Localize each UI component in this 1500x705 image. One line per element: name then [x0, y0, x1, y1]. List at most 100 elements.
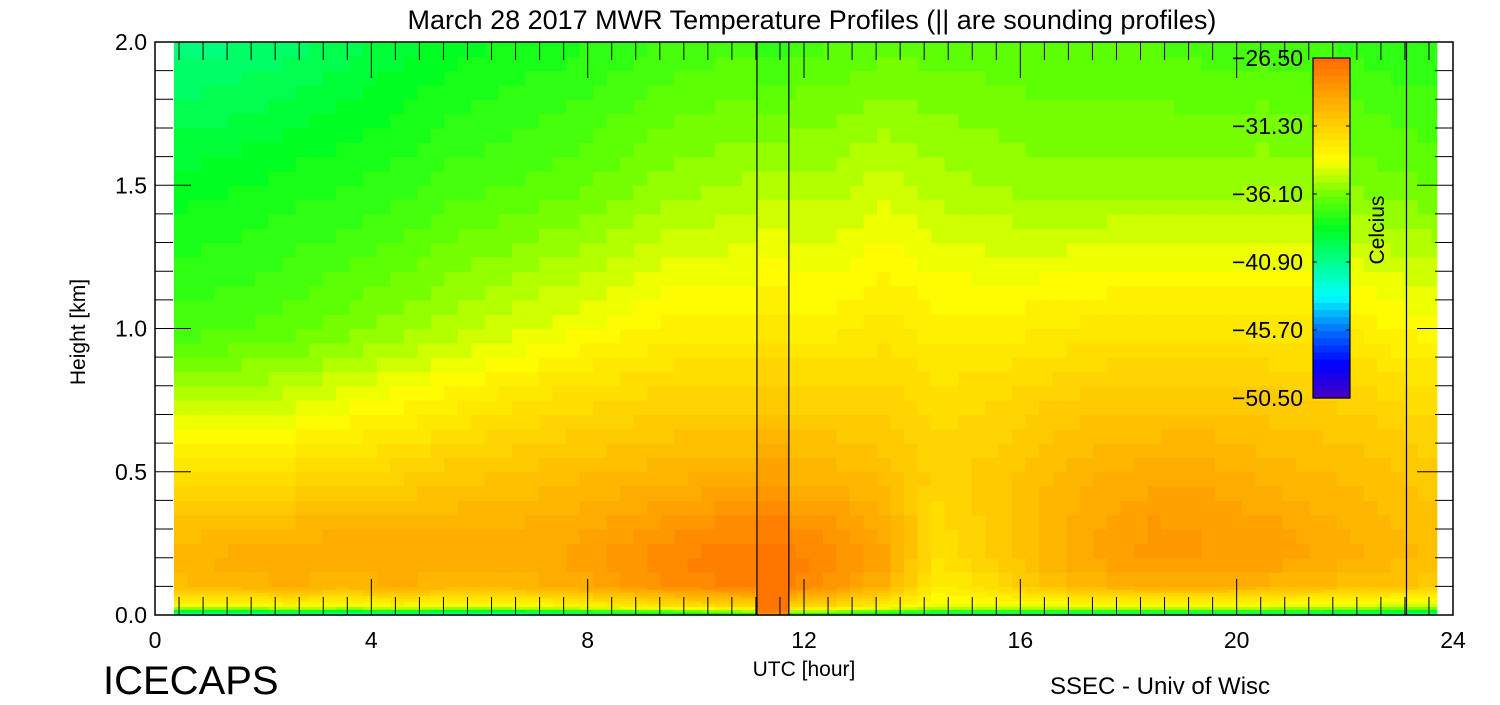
heatmap-cell [714, 514, 729, 530]
heatmap-cell [633, 600, 648, 605]
heatmap-cell [849, 142, 865, 158]
heatmap-cell [349, 342, 364, 358]
heatmap-cell [593, 443, 608, 459]
heatmap-cell [1174, 84, 1189, 100]
heatmap-cell [349, 443, 364, 459]
heatmap-cell [1390, 600, 1405, 605]
heatmap-cell [1282, 242, 1297, 258]
heatmap-cell [1255, 242, 1270, 258]
heatmap-cell [904, 113, 919, 129]
heatmap-cell [958, 514, 973, 530]
heatmap-cell [511, 299, 527, 315]
heatmap-cell [1012, 99, 1027, 115]
heatmap-cell [417, 572, 432, 587]
heatmap-cell [417, 328, 432, 344]
colorbar-segment [1313, 373, 1350, 378]
heatmap-cell [728, 457, 743, 473]
heatmap-cell [1012, 357, 1027, 373]
heatmap-cell [214, 328, 229, 344]
heatmap-cell [647, 557, 662, 573]
heatmap-cell [417, 314, 432, 330]
heatmap-cell [1377, 199, 1392, 215]
heatmap-cell [1079, 285, 1094, 301]
heatmap-cell [863, 199, 878, 215]
heatmap-cell [1201, 609, 1216, 613]
heatmap-cell [471, 56, 486, 72]
heatmap-cell [173, 557, 189, 573]
heatmap-cell [1052, 600, 1067, 605]
heatmap-cell [1066, 603, 1081, 608]
heatmap-cell [1309, 557, 1324, 573]
heatmap-cell [228, 500, 243, 516]
heatmap-cell [701, 142, 716, 158]
heatmap-cell [376, 486, 391, 501]
heatmap-cell [1012, 514, 1027, 530]
heatmap-cell [444, 500, 459, 516]
heatmap-cell [660, 443, 675, 459]
heatmap-cell [958, 285, 973, 301]
heatmap-cell [1404, 529, 1419, 544]
heatmap-cell [309, 443, 324, 459]
heatmap-cell [1079, 572, 1094, 587]
heatmap-cell [1309, 572, 1324, 587]
heatmap-cell [1390, 199, 1405, 215]
colorbar-segment [1313, 174, 1350, 180]
heatmap-cell [822, 586, 838, 590]
heatmap-cell [1350, 113, 1365, 129]
heatmap-cell [1296, 529, 1311, 544]
heatmap-cell [863, 589, 878, 593]
heatmap-cell [674, 228, 689, 244]
heatmap-cell [1012, 213, 1027, 229]
heatmap-cell [849, 606, 865, 610]
heatmap-cell [200, 500, 216, 516]
heatmap-cell [228, 271, 243, 287]
heatmap-cell [430, 606, 445, 610]
heatmap-cell [904, 84, 919, 100]
heatmap-cell [985, 70, 1000, 86]
heatmap-cell [1296, 457, 1311, 473]
heatmap-cell [457, 314, 472, 330]
heatmap-cell [1336, 572, 1351, 587]
colorbar-segment [1313, 153, 1350, 158]
heatmap-cell [471, 70, 486, 86]
heatmap-cell [836, 606, 851, 610]
heatmap-cell [498, 271, 513, 287]
heatmap-cell [390, 213, 405, 229]
heatmap-cell [714, 529, 729, 544]
heatmap-cell [1052, 371, 1067, 387]
heatmap-cell [376, 589, 391, 593]
heatmap-cell [660, 271, 675, 287]
heatmap-cell [376, 70, 391, 86]
heatmap-cell [741, 597, 756, 602]
heatmap-cell [971, 271, 986, 287]
colorbar-segment [1313, 150, 1350, 155]
heatmap-cell [1282, 471, 1297, 487]
heatmap-cell [255, 457, 270, 473]
heatmap-cell [701, 170, 716, 186]
heatmap-cell [1269, 342, 1284, 358]
heatmap-cell [1174, 56, 1189, 72]
heatmap-cell [1201, 84, 1216, 100]
heatmap-cell [863, 609, 878, 613]
heatmap-cell [647, 400, 662, 416]
heatmap-cell [173, 592, 189, 596]
heatmap-cell [1093, 342, 1108, 358]
heatmap-cell [620, 443, 635, 459]
heatmap-cell [457, 543, 472, 559]
heatmap-cell [282, 314, 297, 330]
heatmap-cell [1093, 606, 1108, 610]
heatmap-cell [268, 213, 283, 229]
heatmap-cell [1174, 170, 1189, 186]
heatmap-cell [1039, 127, 1054, 143]
heatmap-cell [430, 199, 445, 215]
heatmap-cell [944, 557, 959, 573]
heatmap-cell [295, 127, 310, 143]
heatmap-cell [282, 443, 297, 459]
heatmap-cell [322, 56, 337, 72]
heatmap-cell [376, 597, 391, 602]
heatmap-cell [457, 371, 472, 387]
heatmap-cell [1093, 256, 1108, 272]
heatmap-cell [1066, 586, 1081, 590]
heatmap-cell [1106, 70, 1121, 86]
heatmap-cell [390, 299, 405, 315]
